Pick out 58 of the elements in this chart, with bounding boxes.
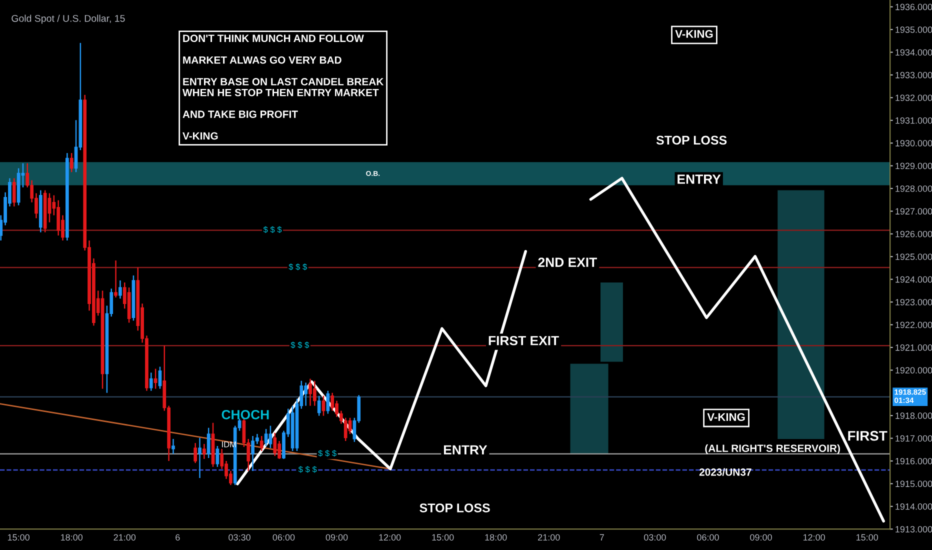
y-tick-label: 1927.000 bbox=[896, 208, 932, 215]
y-tick-label: 1921.000 bbox=[896, 344, 932, 351]
annotation: $ $ $ bbox=[288, 263, 307, 270]
y-tick-label: 1923.000 bbox=[896, 298, 932, 306]
x-tick-label: 18:00 bbox=[60, 534, 83, 541]
x-tick-label: 21:00 bbox=[114, 534, 136, 541]
x-tick-label: 15:00 bbox=[432, 534, 454, 541]
x-tick-label: 09:00 bbox=[326, 534, 348, 541]
x-tick-label: 03:30 bbox=[228, 534, 250, 541]
y-tick-label: 1918.000 bbox=[896, 412, 932, 419]
y-tick-label: 1933.000 bbox=[896, 72, 932, 78]
y-tick-label: 1920.000 bbox=[896, 367, 932, 374]
y-tick-label: 1928.000 bbox=[896, 185, 932, 192]
annotation: FIRST bbox=[848, 430, 888, 441]
y-tick-label: 1929.000 bbox=[896, 162, 932, 170]
y-tick-label: 1913.000 bbox=[896, 526, 932, 532]
y-tick-label: 1935.000 bbox=[896, 26, 932, 33]
annotation: $ $ $ bbox=[298, 466, 317, 473]
y-tick-label: 1936.000 bbox=[896, 4, 932, 10]
x-tick-label: 7 bbox=[600, 534, 604, 541]
y-tick-label: 1926.000 bbox=[896, 230, 932, 238]
y-tick-label: 1917.000 bbox=[896, 435, 932, 442]
y-tick-label: 1914.000 bbox=[896, 503, 932, 510]
x-tick-label: 15:00 bbox=[8, 534, 30, 541]
text: DON'T THINK MUNCH AND FOLLOW MARKET ALWAS GO VERY BAD ENTRY BASE ON LAST CANDEL BREAK WHEN HE STOP THEN ENTRY MARKET AND TAKE BIG PROFIT V-KING bbox=[182, 34, 384, 140]
x-tick-label: 18:00 bbox=[485, 534, 507, 541]
y-tick-label: 1925.000 bbox=[896, 254, 932, 260]
x-tick-label: 06:00 bbox=[272, 534, 295, 541]
y-tick-label: 1930.000 bbox=[896, 140, 932, 146]
annotation: V-KING bbox=[707, 413, 745, 421]
annotation: ENTRY bbox=[678, 174, 721, 184]
annotation: 2ND EXIT bbox=[538, 258, 597, 267]
annotation: CHOCH bbox=[222, 410, 269, 420]
annotation: $ $ $ bbox=[290, 342, 310, 348]
annotation: STOP LOSS bbox=[656, 136, 727, 145]
y-tick-label: 1924.000 bbox=[896, 276, 932, 283]
x-tick-label: 12:00 bbox=[379, 534, 401, 541]
x-tick-label: 21:00 bbox=[538, 534, 560, 541]
annotation: $ $ $ bbox=[263, 226, 282, 233]
x-tick-label: 6 bbox=[176, 534, 180, 541]
annotation: STOP LOSS bbox=[420, 504, 490, 512]
x-tick-label: 15:00 bbox=[856, 534, 878, 541]
annotation: V-KING bbox=[675, 30, 713, 38]
annotation: FIRST EXIT bbox=[488, 336, 559, 346]
x-tick-label: 12:00 bbox=[803, 534, 825, 541]
y-tick-label: 1931.000 bbox=[896, 117, 932, 124]
y-tick-label: 1922.000 bbox=[896, 322, 932, 328]
annotation: (ALL RIGHT'S RESERVOIR) bbox=[705, 444, 840, 454]
x-tick-label: 03:00 bbox=[644, 534, 666, 541]
x-tick-label: 09:00 bbox=[750, 534, 772, 541]
y-tick-label: 1932.000 bbox=[896, 94, 932, 102]
y-tick-label: 1915.000 bbox=[896, 480, 932, 488]
annotation: $ $ $ bbox=[318, 450, 336, 457]
y-tick-label: 1934.000 bbox=[896, 49, 932, 56]
annotation: ENTRY bbox=[444, 445, 488, 454]
text: Gold Spot / U.S. Dollar, 15 bbox=[12, 14, 125, 24]
y-tick-label: 1916.000 bbox=[896, 458, 932, 464]
x-tick-label: 06:00 bbox=[697, 534, 719, 541]
